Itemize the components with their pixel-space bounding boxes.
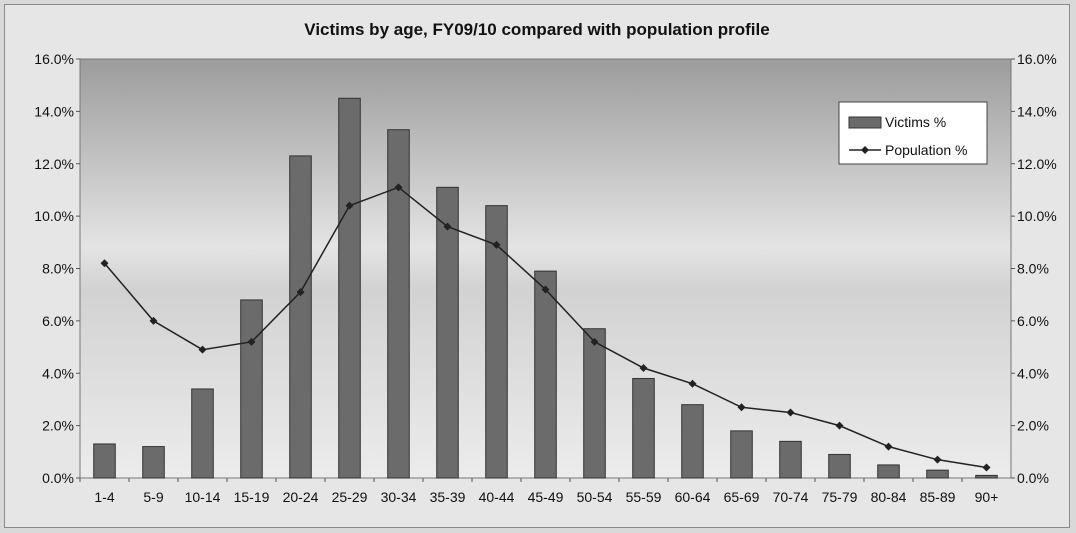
y-tick-label: 8.0% — [42, 261, 74, 277]
y-tick-label: 0.0% — [42, 470, 74, 486]
y2-tick-label: 16.0% — [1017, 51, 1057, 67]
bar-series — [93, 97, 998, 479]
chart-frame: Victims by age, FY09/10 compared with po… — [4, 4, 1070, 528]
bar — [142, 446, 165, 479]
legend: Victims % Population % — [838, 101, 988, 165]
bar — [534, 270, 557, 479]
chart-title: Victims by age, FY09/10 compared with po… — [304, 20, 769, 39]
bar — [436, 186, 459, 479]
x-tick-label: 90+ — [975, 489, 999, 505]
x-tick-label: 55-59 — [626, 489, 662, 505]
line-point — [100, 259, 109, 268]
x-tick-label: 1-4 — [94, 489, 114, 505]
bar — [485, 205, 508, 479]
line-point — [688, 379, 697, 388]
x-tick-label: 80-84 — [871, 489, 907, 505]
y-tick-label: 14.0% — [34, 103, 74, 119]
y2-tick-label: 10.0% — [1017, 208, 1057, 224]
bar — [583, 328, 606, 479]
line-point — [149, 316, 158, 325]
y-tick-label: 16.0% — [34, 51, 74, 67]
line-point — [443, 222, 452, 231]
x-tick-label: 70-74 — [773, 489, 809, 505]
legend-label-victims: Victims % — [885, 114, 946, 130]
line-point — [247, 337, 256, 346]
line-point — [982, 463, 991, 472]
legend-swatch-marker — [861, 146, 869, 154]
line-point — [786, 408, 795, 417]
x-tick-label: 10-14 — [185, 489, 221, 505]
y2-tick-label: 6.0% — [1017, 313, 1049, 329]
y2-tick-label: 2.0% — [1017, 418, 1049, 434]
bar — [926, 469, 949, 479]
x-tick-label: 15-19 — [234, 489, 270, 505]
line-point — [884, 442, 893, 451]
x-tick-label: 65-69 — [724, 489, 760, 505]
x-tick-label: 30-34 — [381, 489, 417, 505]
x-tick-label: 50-54 — [577, 489, 613, 505]
line-point — [492, 240, 501, 249]
y-tick-label: 6.0% — [42, 313, 74, 329]
line-point — [345, 201, 354, 210]
y2-tick-label: 14.0% — [1017, 103, 1057, 119]
x-tick-label: 40-44 — [479, 489, 515, 505]
bar — [681, 404, 704, 479]
legend-label-population: Population % — [885, 142, 968, 158]
y2-tick-label: 4.0% — [1017, 365, 1049, 381]
x-tick-label: 20-24 — [283, 489, 319, 505]
y2-tick-label: 8.0% — [1017, 261, 1049, 277]
line-point — [737, 403, 746, 412]
x-tick-label: 35-39 — [430, 489, 466, 505]
x-tick-label: 5-9 — [143, 489, 163, 505]
line-point — [394, 183, 403, 192]
bar — [975, 474, 998, 479]
y-tick-label: 2.0% — [42, 418, 74, 434]
line-point — [590, 337, 599, 346]
bar — [632, 377, 655, 479]
bar — [338, 97, 361, 479]
bar — [93, 443, 116, 479]
line-point — [541, 285, 550, 294]
line-point — [933, 455, 942, 464]
chart: Victims by age, FY09/10 compared with po… — [34, 20, 1057, 505]
legend-box — [838, 101, 988, 165]
y-axis-left: 0.0% 2.0% 4.0% 6.0% 8.0% 10.0% 12.0% 14.0% 16.0% — [34, 51, 80, 486]
y2-tick-label: 0.0% — [1017, 470, 1049, 486]
line-point — [296, 288, 305, 297]
x-tick-label: 25-29 — [332, 489, 368, 505]
line-series — [100, 183, 991, 472]
bar — [240, 299, 263, 479]
x-tick-label: 45-49 — [528, 489, 564, 505]
bar — [191, 388, 214, 479]
y-tick-label: 4.0% — [42, 365, 74, 381]
legend-swatch-bar — [848, 116, 882, 129]
bar — [387, 129, 410, 479]
x-axis: 1-4 5-9 10-14 15-19 20-24 25-29 30-34 35-39 40-4… — [79, 478, 999, 505]
y-axis-right: 0.0% 2.0% 4.0% 6.0% 8.0% 10.0% 12.0% 14.0% 16.0% — [1011, 51, 1057, 486]
bar — [779, 440, 802, 479]
bar — [730, 430, 753, 479]
y2-tick-label: 12.0% — [1017, 156, 1057, 172]
x-tick-label: 75-79 — [822, 489, 858, 505]
bar — [828, 453, 851, 479]
bar — [289, 155, 312, 479]
line-point — [198, 345, 207, 354]
bar — [877, 464, 900, 479]
x-tick-label: 60-64 — [675, 489, 711, 505]
y-tick-label: 12.0% — [34, 156, 74, 172]
line-point — [835, 421, 844, 430]
x-tick-label: 85-89 — [920, 489, 956, 505]
line-point — [639, 364, 648, 373]
y-tick-label: 10.0% — [34, 208, 74, 224]
